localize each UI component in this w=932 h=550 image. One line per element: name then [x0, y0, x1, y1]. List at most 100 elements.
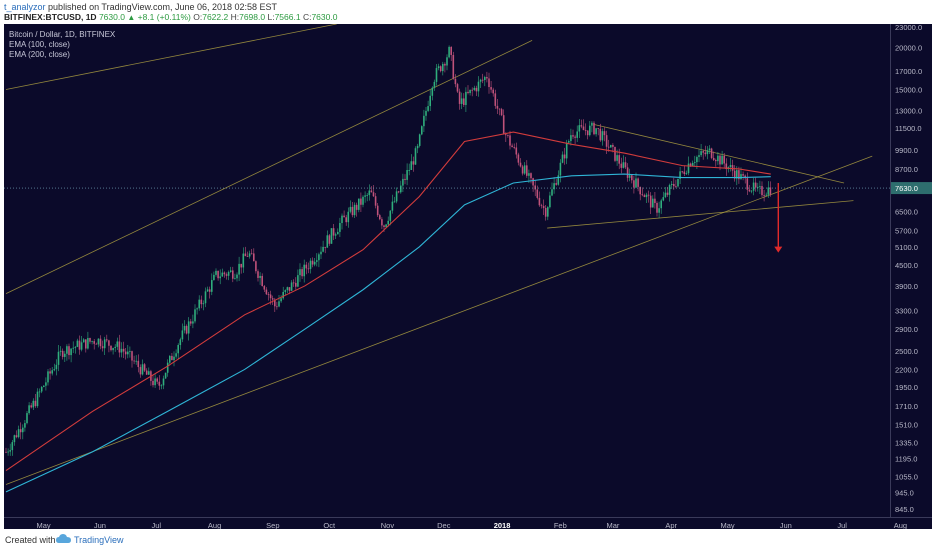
candle-body — [700, 151, 702, 156]
candle-body — [736, 170, 738, 179]
candle-body — [15, 435, 18, 438]
candle-body — [561, 154, 564, 163]
candle-body — [13, 435, 16, 443]
candle-body — [196, 308, 198, 310]
candle-body — [691, 162, 694, 167]
price-tick-label: 17000.0 — [895, 67, 922, 76]
candle-body — [194, 309, 196, 322]
candle-body — [414, 148, 417, 165]
candle-body — [500, 109, 503, 116]
candle-body — [578, 125, 581, 132]
high-value: 7698.0 — [239, 12, 266, 22]
candle-body — [513, 147, 515, 148]
candle-body — [204, 291, 207, 304]
candle-body — [116, 341, 119, 347]
candle-body — [34, 400, 37, 407]
candle-body — [731, 165, 734, 171]
trendline-2 — [5, 40, 533, 294]
price-tick-label: 20000.0 — [895, 44, 922, 53]
price-tick-label: 1950.0 — [895, 383, 918, 392]
candle-body — [276, 306, 278, 308]
candle-body — [486, 77, 488, 79]
candle-body — [326, 235, 329, 248]
candle-body — [200, 299, 203, 305]
candle-body — [433, 81, 436, 88]
candle-body — [677, 178, 679, 187]
candle-body — [712, 157, 715, 161]
candle-body — [427, 106, 429, 111]
price-tick-label: 1510.0 — [895, 420, 918, 429]
tradingview-brand[interactable]: TradingView — [74, 535, 124, 545]
candle-body — [322, 246, 324, 252]
candle-body — [152, 380, 154, 386]
candle-body — [715, 160, 717, 162]
candle-body — [238, 263, 240, 275]
candle-body — [618, 155, 620, 164]
author-link[interactable]: t_analyzor — [4, 2, 46, 12]
chart-header: t_analyzor published on TradingView.com,… — [0, 0, 932, 24]
candle-body — [334, 234, 337, 236]
candle-body — [66, 346, 68, 354]
chart-plot-area[interactable] — [4, 23, 890, 517]
candle-body — [358, 198, 360, 210]
candle-body — [49, 371, 51, 374]
candle-body — [240, 263, 242, 268]
candle-body — [536, 189, 539, 198]
candle-body — [702, 151, 704, 153]
candle-body — [689, 163, 692, 167]
candle-body — [179, 339, 182, 345]
candle-body — [605, 135, 608, 147]
time-axis[interactable]: May Jun Jul Aug Sep Oct Nov Dec 2018 Feb Mar Apr May… — [4, 517, 932, 530]
candle-body — [313, 261, 316, 265]
candle-body — [484, 77, 486, 81]
candle-body — [280, 298, 282, 302]
candle-body — [673, 183, 675, 187]
candle-body — [89, 337, 91, 342]
price-axis[interactable]: 23000.0 20000.0 17000.0 15000.0 13000.0 11500… — [890, 23, 932, 517]
candle-body — [17, 429, 20, 438]
legend-ema100[interactable]: EMA (100, close) — [9, 40, 70, 49]
candle-body — [576, 131, 578, 138]
candle-body — [320, 251, 322, 255]
candle-body — [551, 189, 553, 196]
candle-body — [118, 341, 121, 353]
symbol-label: BITFINEX:BTCUSD, 1D — [4, 12, 97, 22]
candle-body — [654, 198, 656, 203]
candle-body — [412, 161, 415, 165]
trendline-1 — [5, 155, 873, 485]
candle-body — [759, 186, 761, 187]
price-tick-label: 9900.0 — [895, 146, 918, 155]
candle-body — [36, 391, 39, 407]
candle-body — [328, 235, 331, 244]
candle-body — [616, 155, 618, 161]
price-tick-label: 1710.0 — [895, 402, 918, 411]
candle-body — [431, 87, 434, 96]
time-tick-label: Mar — [606, 521, 619, 530]
candle-body — [656, 202, 658, 213]
candle-body — [248, 253, 251, 257]
candle-body — [752, 182, 755, 191]
legend-ema200[interactable]: EMA (200, close) — [9, 50, 70, 59]
candle-body — [351, 206, 354, 216]
price-tick-label: 1335.0 — [895, 438, 918, 447]
candle-body — [603, 131, 606, 136]
candle-body — [416, 145, 419, 149]
price-tick-label: 2900.0 — [895, 325, 918, 334]
candle-body — [175, 353, 177, 357]
candle-body — [389, 210, 392, 221]
created-with-label: Created with — [5, 535, 56, 545]
candle-body — [397, 191, 400, 193]
last-price: 7630.0 — [98, 12, 125, 22]
candle-body — [129, 351, 131, 352]
time-tick-label: Jul — [152, 521, 162, 530]
candle-body — [391, 201, 394, 211]
candle-body — [370, 190, 373, 193]
candle-body — [471, 89, 473, 91]
candle-body — [51, 370, 53, 374]
legend-title: Bitcoin / Dollar, 1D, BITFINEX — [9, 30, 116, 39]
candle-body — [181, 330, 184, 340]
candle-body — [750, 190, 753, 192]
price-chart[interactable] — [4, 23, 890, 517]
candle-body — [164, 372, 167, 379]
candle-body — [305, 264, 308, 269]
